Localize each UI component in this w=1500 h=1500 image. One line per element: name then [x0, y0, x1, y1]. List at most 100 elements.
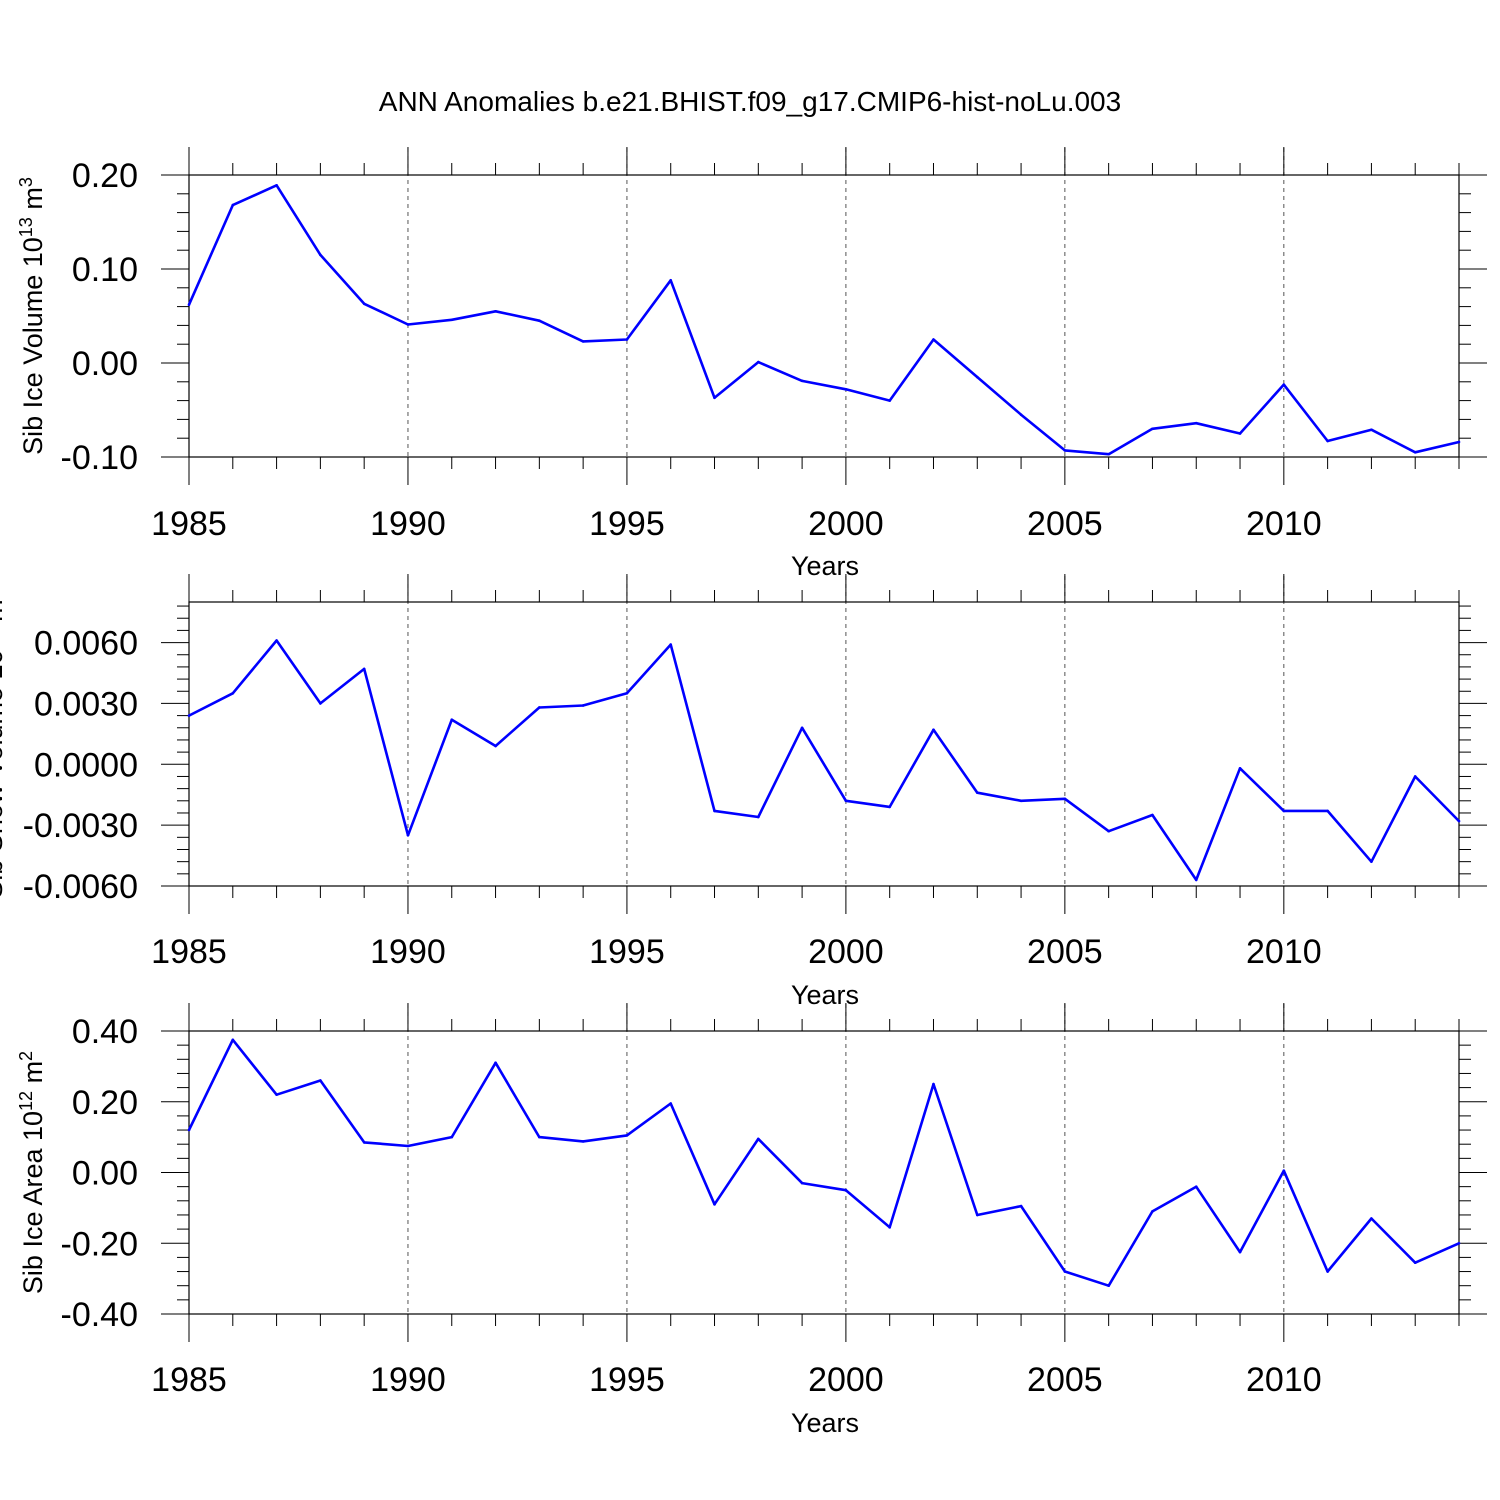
x-tick-label: 1985 [151, 933, 227, 971]
series-line [188, 639, 1460, 882]
data-point [1238, 432, 1242, 435]
x-tick-label: 1990 [370, 505, 446, 543]
data-point [800, 379, 804, 383]
data-point [669, 643, 673, 646]
data-point [1326, 1270, 1329, 1273]
data-point [669, 1102, 673, 1105]
data-point [450, 718, 454, 721]
x-tick-label: 2010 [1246, 505, 1322, 543]
y-tick-label: 0.00 [72, 1155, 138, 1193]
data-point [1238, 1250, 1242, 1254]
data-point [1282, 383, 1286, 386]
panel-1: 1985 1990 1995 2000 2005 2010 Years -0.10 0.00 0.… [16, 147, 1487, 581]
y-axis-label-unit-exponent: 2 [16, 1051, 36, 1061]
data-point [1413, 1261, 1417, 1265]
y-axis-label: Sib Ice Volume 1013 m3 [16, 177, 48, 455]
x-tick-label: 2000 [808, 933, 884, 971]
y-axis-label-unit: m [18, 187, 48, 217]
y-tick-label: 0.10 [72, 251, 138, 289]
data-point [1063, 1270, 1067, 1273]
data-point [1238, 767, 1242, 770]
data-point [231, 203, 235, 207]
data-point [362, 1141, 366, 1144]
x-tick-label: 1995 [589, 933, 665, 971]
series-line [187, 184, 1460, 456]
data-point [625, 1134, 629, 1137]
data-point [581, 704, 585, 707]
data-point [1370, 428, 1373, 432]
data-point [406, 833, 410, 837]
data-point [1151, 427, 1154, 431]
y-tick-label: 0.40 [72, 1013, 138, 1051]
y-tick-label: 0.0060 [34, 625, 138, 663]
data-point [1194, 878, 1198, 882]
data-point [1019, 1204, 1023, 1208]
data-point [319, 702, 322, 705]
y-axis-label-text: Sib Ice Volume 10 [18, 237, 48, 455]
y-tick-label: -0.0030 [23, 807, 138, 845]
y-axis-label-unit: m [18, 1061, 48, 1091]
data-point [713, 396, 716, 400]
data-point [757, 360, 760, 364]
x-tick-label: 2005 [1027, 1361, 1103, 1399]
data-point [932, 728, 935, 732]
data-point [844, 388, 848, 391]
data-point [844, 1188, 848, 1192]
data-point [275, 184, 278, 187]
data-point [538, 319, 541, 323]
panel-3: 1985 1990 1995 2000 2005 2010 Years -0.40 -0.20 0… [16, 1003, 1487, 1438]
data-point [975, 1213, 979, 1217]
data-point [1151, 813, 1154, 817]
x-axis-label: Years [791, 551, 859, 581]
x-tick-label: 2000 [808, 505, 884, 543]
plot-frame [188, 174, 1460, 458]
data-point [975, 375, 979, 379]
x-tick-label: 2000 [808, 1361, 884, 1399]
plot-frame [188, 1030, 1460, 1315]
data-point [581, 340, 585, 343]
y-tick-label: 0.0030 [34, 685, 138, 723]
y-axis-label-exponent: 12 [16, 1091, 36, 1111]
data-point [494, 1061, 497, 1065]
y-tick-label: 0.00 [72, 345, 138, 383]
x-tick-label: 1995 [589, 1361, 665, 1399]
data-point [319, 253, 322, 257]
data-point [406, 1144, 410, 1148]
data-point [1370, 1217, 1373, 1220]
data-point [975, 791, 979, 794]
data-point [1282, 809, 1286, 813]
data-point [362, 667, 366, 671]
data-point [1326, 439, 1329, 443]
data-point [932, 338, 935, 341]
data-point [800, 726, 804, 730]
x-tick-label: 2010 [1246, 1361, 1322, 1399]
y-tick-label: 0.20 [72, 157, 138, 195]
data-point [844, 799, 848, 803]
data-point [450, 318, 454, 322]
data-point [1107, 452, 1110, 456]
data-point [494, 310, 497, 313]
data-point [187, 303, 191, 307]
y-tick-label: 0.20 [72, 1084, 138, 1122]
data-point [275, 1093, 278, 1096]
data-point [1019, 799, 1023, 803]
data-point [757, 1137, 760, 1141]
data-point [932, 1082, 935, 1086]
data-point [406, 323, 410, 326]
data-point [1370, 860, 1373, 863]
x-tick-label: 1985 [151, 1361, 227, 1399]
data-point [888, 805, 891, 809]
x-tick-label: 2010 [1246, 933, 1322, 971]
data-point [1107, 1284, 1110, 1287]
data-point [888, 1226, 891, 1229]
data-point [1194, 421, 1198, 425]
data-point [450, 1135, 454, 1139]
data-point [1194, 1185, 1198, 1188]
data-point [757, 815, 760, 819]
data-point [1457, 1241, 1461, 1245]
data-point [494, 744, 497, 748]
x-axis-label: Years [791, 980, 859, 1010]
x-tick-label: 2005 [1027, 933, 1103, 971]
y-axis-label-text: Sib Snow Volume 10 [0, 649, 8, 898]
x-tick-label: 2005 [1027, 505, 1103, 543]
